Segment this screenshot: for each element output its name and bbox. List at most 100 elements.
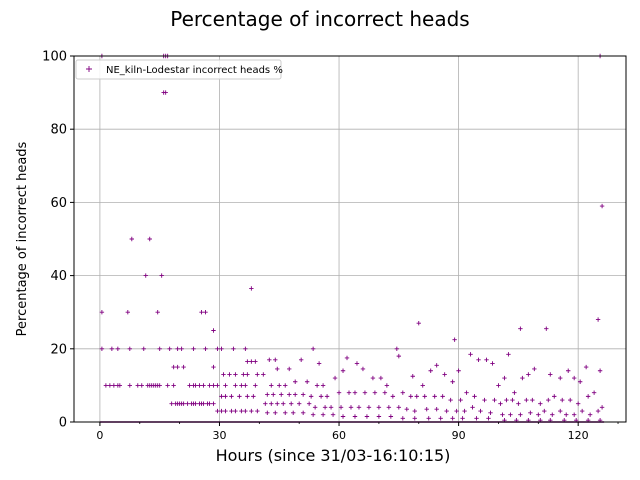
data-point <box>304 379 310 384</box>
data-point <box>468 352 473 357</box>
legend-box <box>75 59 282 80</box>
x-tick-label: 0 <box>96 429 103 442</box>
data-point <box>587 412 593 417</box>
data-point <box>456 368 461 373</box>
data-point <box>442 372 447 377</box>
data-point <box>99 310 105 315</box>
data-point <box>117 383 123 388</box>
data-point <box>127 346 132 351</box>
data-point <box>585 394 591 399</box>
data-point <box>229 408 234 414</box>
data-point <box>181 364 186 370</box>
data-point <box>283 383 288 388</box>
data-point <box>271 392 276 397</box>
data-point <box>233 372 238 377</box>
data-point <box>462 408 467 414</box>
data-point <box>296 401 302 406</box>
data-point <box>283 410 288 416</box>
data-point <box>552 394 557 399</box>
data-point <box>310 346 316 351</box>
data-point <box>340 414 346 419</box>
data-point <box>450 416 455 421</box>
data-point <box>472 394 477 399</box>
y-tick-label: 100 <box>42 50 67 65</box>
legend-label: NE_kiln-Lodestar incorrect heads % <box>106 65 283 76</box>
data-point <box>328 405 334 410</box>
data-point <box>211 364 216 370</box>
data-point <box>390 394 396 399</box>
data-point <box>340 368 346 373</box>
data-point <box>207 383 212 388</box>
data-point <box>231 346 236 351</box>
data-point <box>396 405 402 410</box>
data-point <box>322 405 328 410</box>
data-point <box>233 408 238 414</box>
data-point <box>292 392 298 397</box>
data-point <box>263 401 268 406</box>
points-layer <box>99 53 605 423</box>
data-point <box>548 372 553 377</box>
data-point <box>591 390 597 395</box>
data-point <box>251 394 256 399</box>
data-point <box>346 390 352 395</box>
data-point <box>490 361 495 366</box>
data-point <box>171 383 176 388</box>
data-point <box>269 383 274 388</box>
data-point <box>450 379 455 384</box>
data-point <box>568 397 573 403</box>
data-point <box>512 390 517 395</box>
data-point <box>277 383 282 388</box>
data-point <box>265 392 270 397</box>
chart-title: Percentage of incorrect heads <box>170 7 469 31</box>
data-point <box>438 416 443 421</box>
data-point <box>488 410 493 416</box>
data-point <box>111 383 117 388</box>
data-point <box>318 394 324 399</box>
data-point <box>528 410 533 416</box>
data-point <box>356 405 362 410</box>
data-point <box>530 397 535 403</box>
data-point <box>470 405 475 410</box>
data-point <box>215 346 220 351</box>
data-point <box>492 397 497 403</box>
data-point <box>243 408 248 414</box>
data-point <box>444 408 449 414</box>
data-point <box>428 368 433 373</box>
plot-frame <box>73 55 627 423</box>
data-point <box>135 383 140 388</box>
data-point <box>416 320 421 326</box>
data-point <box>255 372 260 377</box>
data-point <box>287 366 292 372</box>
data-point <box>273 410 278 416</box>
data-point <box>396 353 402 359</box>
data-point <box>306 401 312 406</box>
data-point <box>219 346 224 351</box>
data-point <box>223 383 228 388</box>
data-point <box>577 379 583 384</box>
data-point <box>414 394 419 399</box>
data-point <box>237 394 242 399</box>
data-point <box>599 405 605 410</box>
data-point <box>245 359 250 364</box>
legend-marker <box>86 66 92 72</box>
data-point <box>125 310 131 315</box>
data-point <box>255 408 260 414</box>
data-point <box>408 394 413 399</box>
data-point <box>595 408 601 414</box>
data-point <box>99 346 105 351</box>
data-point <box>440 394 445 399</box>
data-point <box>320 383 326 388</box>
legend: NE_kiln-Lodestar incorrect heads % <box>75 59 283 80</box>
data-point <box>338 405 344 410</box>
x-tick-label: 90 <box>452 429 466 442</box>
data-point <box>127 383 132 388</box>
data-point <box>215 383 220 388</box>
data-point <box>376 405 382 410</box>
data-point <box>249 286 254 291</box>
data-point <box>187 383 192 388</box>
data-point <box>412 416 417 421</box>
data-point <box>233 383 238 388</box>
data-point <box>452 337 457 342</box>
data-point <box>384 383 390 388</box>
